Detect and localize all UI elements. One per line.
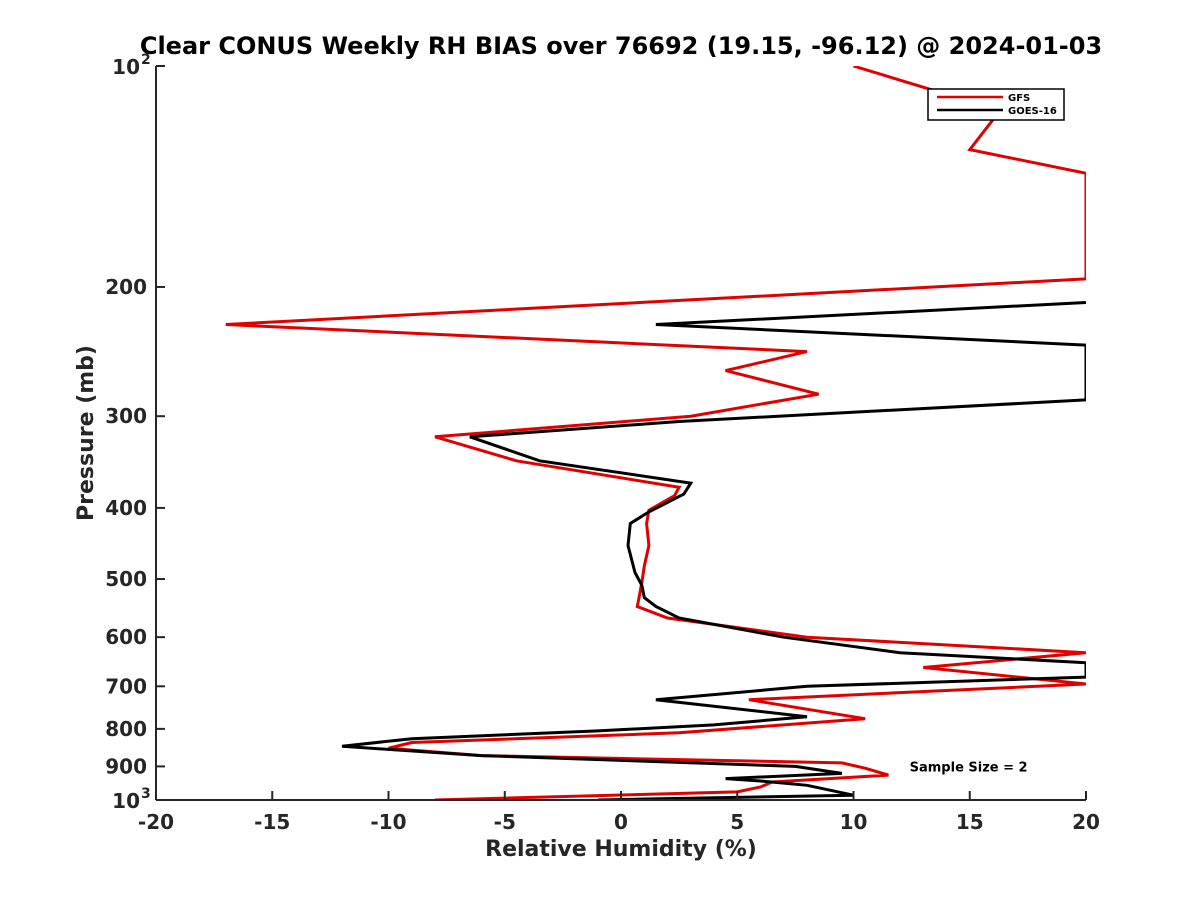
y-tick-exponent: 2 [141,52,151,68]
x-ticks: -20 -15 -10 -5 0 5 10 15 20 [138,791,1100,834]
x-tick-label: 10 [840,810,868,834]
legend-label-gfs: GFS [1008,93,1030,104]
x-axis-label: Relative Humidity (%) [485,837,757,862]
y-tick-label: 700 [105,674,147,698]
legend-box [927,88,1065,121]
y-tick-label: 600 [105,625,147,649]
y-tick-label: 900 [105,754,147,778]
y-tick-label: 10 [112,789,140,813]
x-tick-label: 0 [614,810,628,834]
series-layer [225,66,1086,800]
sample-size-annotation: Sample Size = 2 [910,760,1028,775]
x-tick-label: 20 [1072,810,1100,834]
y-axis-label: Pressure (mb) [74,345,99,521]
series-line-goes16 [341,301,1086,800]
y-tick-label: 300 [105,404,147,428]
x-tick-label: -20 [138,810,174,834]
chart-title: Clear CONUS Weekly RH BIAS over 76692 (1… [140,32,1102,60]
x-tick-label: -10 [370,810,406,834]
legend-label-goes16: GOES-16 [1008,106,1057,117]
y-tick-label: 500 [105,567,147,591]
x-tick-label: -5 [494,810,516,834]
y-tick-label: 400 [105,496,147,520]
series-line-gfs [225,66,1086,800]
x-tick-label: -15 [254,810,290,834]
y-tick-label: 800 [105,717,147,741]
annotations: Sample Size = 2 [910,760,1028,775]
y-tick-label: 10 [112,55,140,79]
x-tick-label: 15 [956,810,984,834]
x-tick-label: 5 [730,810,744,834]
y-tick-exponent: 3 [141,786,151,802]
y-tick-label: 200 [105,275,147,299]
legend: GFS GOES-16 [927,88,1065,121]
